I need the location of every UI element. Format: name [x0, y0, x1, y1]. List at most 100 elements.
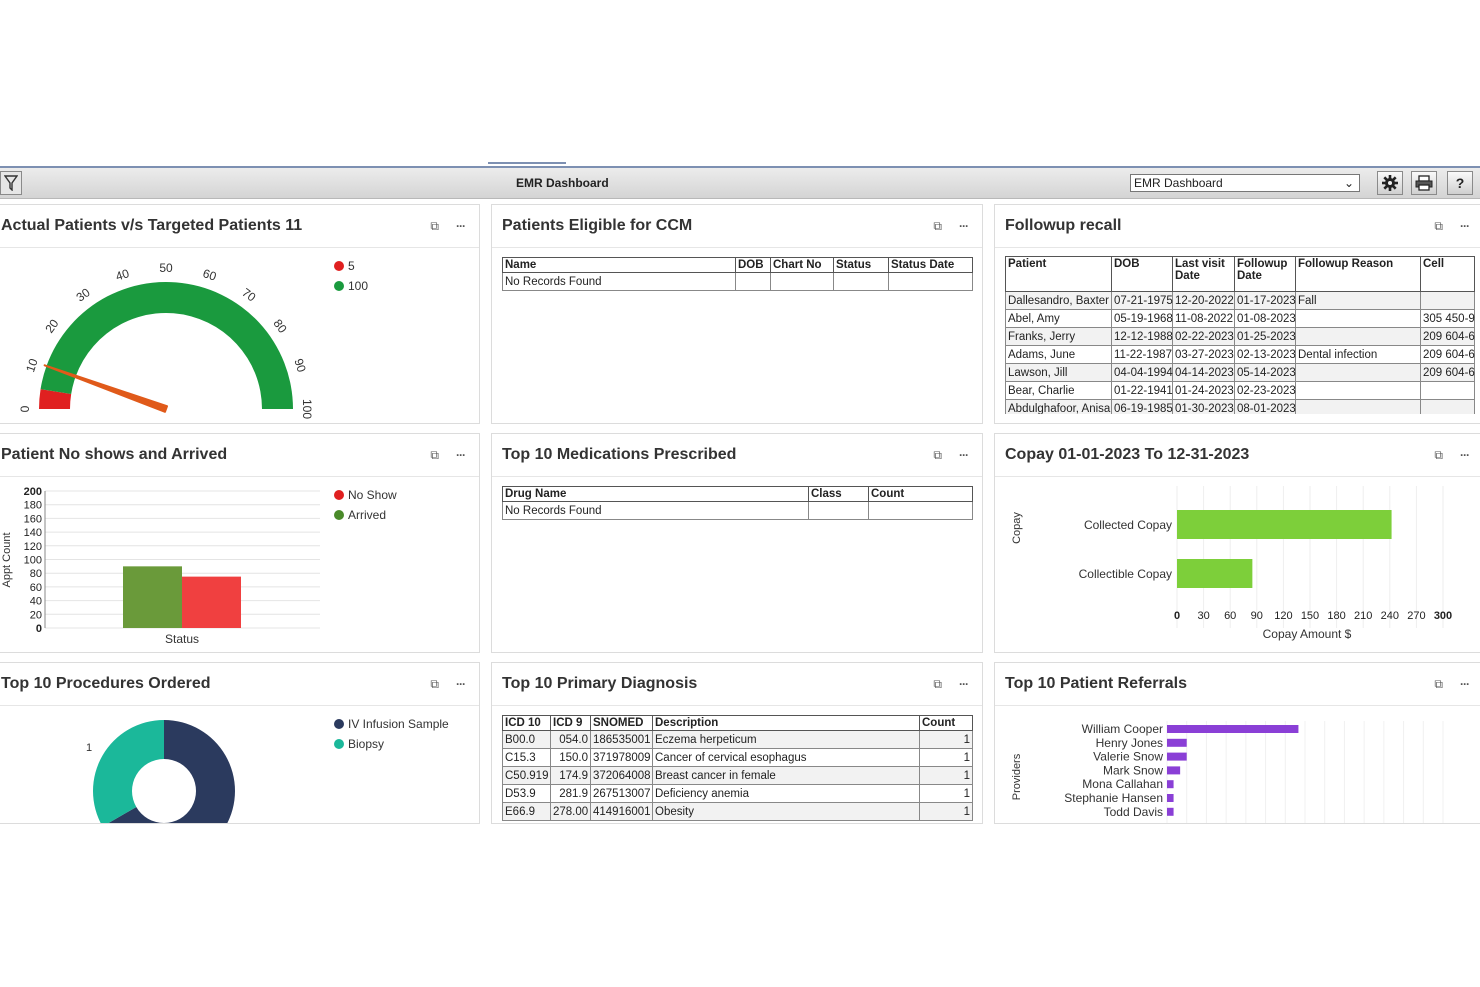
medications-panel: Top 10 Medications Prescribed ⧉ ··· Drug… [491, 433, 983, 653]
panel-title: Top 10 Medications Prescribed [502, 446, 737, 463]
filter-icon [4, 175, 18, 191]
column-header[interactable]: DOB [1111, 256, 1173, 292]
external-link-icon[interactable]: ⧉ [430, 448, 439, 462]
column-header[interactable]: Last visit Date [1172, 256, 1235, 292]
legend-label: IV Infusion Sample [348, 717, 449, 731]
noshows-panel: Patient No shows and Arrived ⧉ ··· 0 20 40… [0, 433, 480, 653]
table-cell: 03-27-2023 [1172, 345, 1235, 364]
column-header[interactable]: SNOMED [590, 715, 653, 731]
table-row[interactable]: E66.9 278.00 414916001 Obesity 1 [502, 802, 973, 821]
column-header[interactable]: Status [833, 257, 889, 273]
table-cell [1295, 363, 1421, 382]
table-row[interactable]: Abel, Amy 05-19-1968 11-08-2022 01-08-2023 3… [1005, 309, 1475, 328]
legend-item: 100 [334, 276, 368, 296]
table-row[interactable]: Lawson, Jill 04-04-1994 04-14-2023 05-14-20… [1005, 363, 1475, 382]
table-cell: Bear, Charlie [1005, 381, 1112, 400]
external-link-icon[interactable]: ⧉ [430, 677, 439, 691]
table-cell: 11-08-2022 [1172, 309, 1235, 328]
bar-arrived [182, 576, 241, 628]
print-button[interactable] [1411, 171, 1437, 195]
external-link-icon[interactable]: ⧉ [430, 219, 439, 233]
bar-todd-davis [1167, 807, 1174, 816]
column-header[interactable]: Name [502, 257, 736, 273]
diagnosis-table: ICD 10 ICD 9 SNOMED Description Count B0… [502, 715, 973, 821]
gauge-tick-label: 20 [42, 316, 61, 335]
more-options-icon[interactable]: ··· [456, 219, 466, 233]
table-row[interactable]: B00.0 054.0 186535001 Eczema herpeticum 1 [502, 730, 973, 749]
table-row[interactable]: Adams, June 11-22-1987 03-27-2023 02-13-202… [1005, 345, 1475, 364]
diagnosis-panel: Top 10 Primary Diagnosis ⧉ ··· ICD 10 IC… [491, 662, 983, 824]
external-link-icon[interactable]: ⧉ [1434, 448, 1443, 462]
table-row[interactable]: D53.9 281.9 267513007 Deficiency anemia 1 [502, 784, 973, 803]
table-cell: Adams, June [1005, 345, 1112, 364]
more-options-icon[interactable]: ··· [959, 677, 969, 691]
table-row[interactable]: Franks, Jerry 12-12-1988 02-22-2023 01-25-2… [1005, 327, 1475, 346]
column-header[interactable]: Chart No [770, 257, 834, 273]
settings-button[interactable] [1377, 171, 1403, 195]
column-header[interactable]: Status Date [888, 257, 973, 273]
ccm-table: Name DOB Chart No Status Status Date No … [502, 257, 973, 291]
table-row[interactable]: C50.919 174.9 372064008 Breast cancer in fe… [502, 766, 973, 785]
column-header[interactable]: Followup Date [1234, 256, 1296, 292]
column-header[interactable]: ICD 10 [502, 715, 551, 731]
column-header[interactable]: ICD 9 [550, 715, 591, 731]
followup-table-scroll[interactable]: Patient DOB Last visit Date Followup Dat… [1005, 256, 1475, 414]
dashboard-select[interactable]: EMR Dashboard ⌄ [1130, 174, 1360, 192]
filter-button[interactable] [0, 171, 22, 195]
table-row[interactable]: Dallesandro, Baxter 07-21-1975 12-20-2022 0… [1005, 291, 1475, 310]
column-header[interactable]: Drug Name [502, 486, 809, 502]
table-cell: 12-20-2022 [1172, 291, 1235, 310]
legend-swatch-green [334, 510, 344, 520]
table-cell: C50.919 [502, 766, 551, 785]
x-axis-label: Copay Amount $ [1263, 627, 1352, 641]
gauge-chart: 0 10 20 30 40 50 60 70 80 90 100 [18, 261, 314, 419]
external-link-icon[interactable]: ⧉ [933, 219, 942, 233]
table-cell: 02-22-2023 [1172, 327, 1235, 346]
table-row[interactable]: Abdulghafoor, Anisa 06-19-1985 01-30-2023 0… [1005, 399, 1475, 414]
legend-label: Arrived [348, 508, 387, 522]
help-button[interactable]: ? [1447, 171, 1473, 195]
actual-vs-target-panel: Actual Patients v/s Targeted Patients 11… [0, 204, 480, 424]
more-options-icon[interactable]: ··· [1460, 219, 1470, 233]
more-options-icon[interactable]: ··· [456, 677, 466, 691]
more-options-icon[interactable]: ··· [1460, 677, 1470, 691]
more-options-icon[interactable]: ··· [959, 448, 969, 462]
gauge-tick-label: 100 [300, 399, 314, 419]
x-tick-label: 210 [1354, 610, 1372, 622]
external-link-icon[interactable]: ⧉ [933, 448, 942, 462]
more-options-icon[interactable]: ··· [456, 448, 466, 462]
more-options-icon[interactable]: ··· [959, 219, 969, 233]
column-header[interactable]: Class [808, 486, 869, 502]
column-header[interactable]: Description [652, 715, 920, 731]
gauge-tick-label: 80 [270, 317, 289, 336]
table-cell: Abel, Amy [1005, 309, 1112, 328]
legend-label: No Show [348, 488, 397, 502]
table-cell: 281.9 [550, 784, 591, 803]
external-link-icon[interactable]: ⧉ [1434, 219, 1443, 233]
column-header[interactable]: DOB [735, 257, 771, 273]
column-header[interactable]: Cell [1420, 256, 1475, 292]
y-axis-label: Appt Count [1, 532, 13, 587]
panel-header: Followup recall ⧉ ··· [995, 205, 1480, 248]
legend-swatch-green [334, 281, 344, 291]
legend-item: No Show [334, 485, 397, 505]
external-link-icon[interactable]: ⧉ [933, 677, 942, 691]
panel-title: Actual Patients v/s Targeted Patients 11 [1, 217, 303, 234]
more-options-icon[interactable]: ··· [1460, 448, 1470, 462]
empty-message: No Records Found [502, 501, 809, 520]
table-row[interactable]: Bear, Charlie 01-22-1941 01-24-2023 02-23-2… [1005, 381, 1475, 400]
gauge-tick-label: 10 [23, 357, 41, 374]
dashboard-select-value: EMR Dashboard [1134, 176, 1223, 190]
column-header[interactable]: Count [919, 715, 973, 731]
table-row[interactable]: C15.3 150.0 371978009 Cancer of cervical es… [502, 748, 973, 767]
column-header[interactable]: Followup Reason [1295, 256, 1421, 292]
legend-label: 5 [348, 259, 355, 273]
gauge-tick-label: 50 [159, 261, 173, 275]
external-link-icon[interactable]: ⧉ [1434, 677, 1443, 691]
column-header[interactable]: Patient [1005, 256, 1112, 292]
table-cell: 01-17-2023 [1234, 291, 1296, 310]
column-header[interactable]: Count [868, 486, 973, 502]
legend-item: IV Infusion Sample [334, 714, 449, 734]
gauge-tick-label: 30 [74, 285, 93, 304]
gauge-tick-label: 70 [239, 285, 258, 304]
